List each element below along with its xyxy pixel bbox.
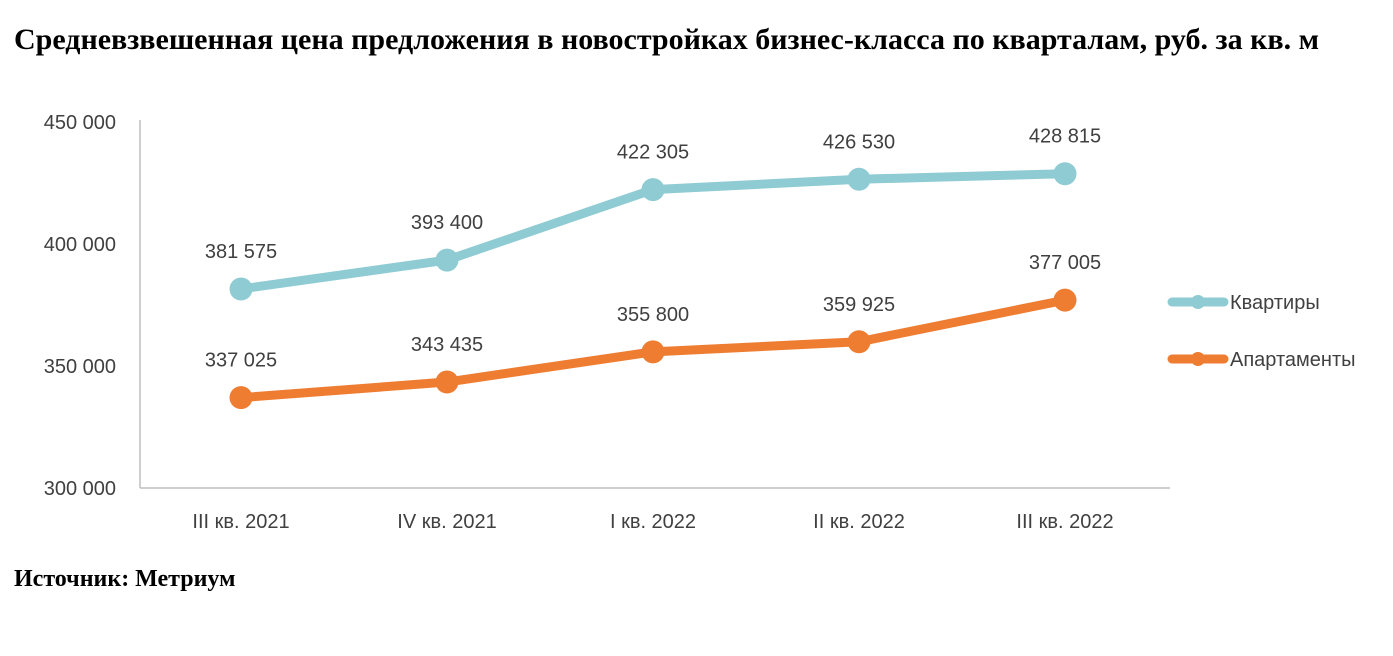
legend-swatch-marker bbox=[1191, 295, 1205, 309]
y-tick-label: 400 000 bbox=[44, 234, 116, 256]
y-tick-label: 300 000 bbox=[44, 478, 116, 500]
y-tick-label: 350 000 bbox=[44, 356, 116, 378]
y-tick-label: 450 000 bbox=[44, 112, 116, 134]
data-point bbox=[435, 248, 459, 272]
x-tick-label: I кв. 2022 bbox=[610, 511, 696, 533]
x-tick-label: II кв. 2022 bbox=[813, 511, 905, 533]
data-point bbox=[435, 370, 459, 394]
data-point bbox=[1053, 162, 1077, 186]
x-tick-label: III кв. 2022 bbox=[1016, 511, 1113, 533]
data-point bbox=[847, 167, 871, 191]
x-tick-label: IV кв. 2021 bbox=[397, 511, 496, 533]
legend-swatch-marker bbox=[1191, 352, 1205, 366]
data-label: 377 005 bbox=[1029, 252, 1101, 274]
data-label: 393 400 bbox=[411, 212, 483, 234]
legend-item: Апартаменты bbox=[1167, 349, 1356, 371]
data-label: 381 575 bbox=[205, 241, 277, 263]
data-point bbox=[229, 386, 253, 410]
x-tick-label: III кв. 2021 bbox=[192, 511, 289, 533]
source-note: Источник: Метриум bbox=[14, 566, 236, 592]
data-point bbox=[1053, 288, 1077, 312]
data-point bbox=[847, 330, 871, 354]
data-label: 359 925 bbox=[823, 294, 895, 316]
data-point bbox=[229, 277, 253, 301]
data-label: 422 305 bbox=[617, 142, 689, 164]
legend-label: Квартиры bbox=[1230, 292, 1320, 314]
data-label: 343 435 bbox=[411, 334, 483, 356]
legend: Квартиры Апартаменты bbox=[1167, 292, 1356, 371]
data-label: 428 815 bbox=[1029, 126, 1101, 148]
axes: 300 000 350 000 400 000 450 000 III кв. 2021… bbox=[44, 112, 1170, 533]
series-kvartiry: 381 575 393 400 422 305 426 530 428 815 bbox=[205, 126, 1101, 301]
data-label: 355 800 bbox=[617, 304, 689, 326]
data-point bbox=[641, 178, 665, 202]
series-layer: 381 575 393 400 422 305 426 530 428 815 337 0… bbox=[205, 126, 1101, 410]
legend-item: Квартиры bbox=[1167, 292, 1320, 314]
legend-label: Апартаменты bbox=[1230, 349, 1356, 371]
chart-title: Средневзвешенная цена предложения в ново… bbox=[14, 23, 1320, 56]
series-apartamenty: 337 025 343 435 355 800 359 925 377 005 bbox=[205, 252, 1101, 410]
data-label: 337 025 bbox=[205, 350, 277, 372]
data-label: 426 530 bbox=[823, 131, 895, 153]
data-point bbox=[641, 340, 665, 364]
